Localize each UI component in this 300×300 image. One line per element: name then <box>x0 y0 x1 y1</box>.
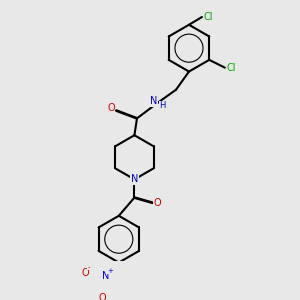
Text: O: O <box>107 103 115 113</box>
Text: N: N <box>102 271 110 281</box>
Text: N: N <box>131 174 138 184</box>
Text: -: - <box>88 264 90 270</box>
Text: O: O <box>81 268 89 278</box>
Text: H: H <box>159 101 166 110</box>
Text: +: + <box>108 268 113 274</box>
Text: O: O <box>98 293 106 300</box>
Text: N: N <box>150 96 158 106</box>
Text: Cl: Cl <box>226 63 236 73</box>
Text: O: O <box>154 198 162 208</box>
Text: Cl: Cl <box>204 12 213 22</box>
